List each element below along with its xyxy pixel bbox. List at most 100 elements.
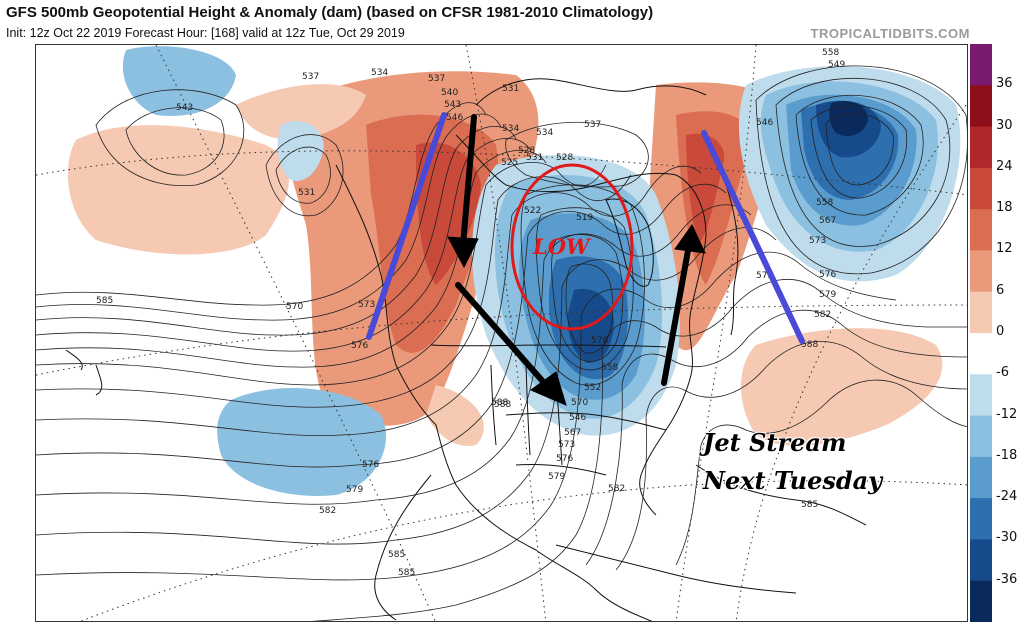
graticule — [36, 45, 967, 621]
colorbar-tick-label: -30 — [996, 530, 1018, 546]
colorbar-tick-label: 6 — [996, 282, 1005, 298]
contour-label: 537 — [302, 72, 319, 82]
contour-label: 579 — [346, 485, 363, 495]
colorbar — [970, 44, 992, 622]
contour-label: 573 — [756, 271, 773, 281]
colorbar-swatch — [970, 44, 992, 86]
contour-label: 537 — [584, 120, 601, 130]
anomaly-map: 537 534 537 540 543 546 531 528 525 522 … — [35, 44, 968, 622]
colorbar-tick-label: -6 — [996, 365, 1009, 381]
map-canvas: 537 534 537 540 543 546 531 528 525 522 … — [36, 45, 967, 621]
colorbar-tick-label: 0 — [996, 324, 1005, 339]
arrow-head-up — [674, 224, 706, 254]
contour-label: 567 — [819, 216, 836, 226]
contour-label: 570 — [286, 302, 303, 312]
colorbar-tick-label: -24 — [996, 489, 1018, 505]
contour-label: 525 — [501, 158, 518, 168]
contour-label: 540 — [441, 88, 458, 98]
contour-label: 585 — [96, 296, 113, 306]
contour-label: 579 — [819, 290, 836, 300]
colorbar-swatch — [970, 539, 992, 582]
colorbar-swatch — [970, 126, 992, 169]
colorbar-tick-label: -12 — [996, 406, 1018, 422]
contour-label: 528 — [556, 153, 573, 163]
map-title: GFS 500mb Geopotential Height & Anomaly … — [6, 4, 654, 21]
colorbar-swatch — [970, 580, 992, 622]
contour-label: 531 — [502, 84, 519, 94]
annotations — [366, 112, 805, 406]
contour-label: 582 — [608, 484, 625, 494]
colorbar-tick-label: 36 — [996, 76, 1013, 92]
contour-label: 576 — [556, 454, 573, 464]
height-contours — [36, 65, 967, 621]
contour-label: 573 — [809, 236, 826, 246]
map-subtitle: Init: 12z Oct 22 2019 Forecast Hour: [16… — [6, 26, 405, 40]
colorbar-tick-label: -18 — [996, 447, 1018, 463]
contour-label: 546 — [569, 413, 586, 423]
colorbar-tick-label: -36 — [996, 571, 1018, 587]
contour-label: 576 — [351, 341, 368, 351]
contour-label: 537 — [428, 74, 445, 84]
contour-label: 546 — [446, 113, 463, 123]
contour-label: 579 — [548, 472, 565, 482]
contour-label: 522 — [524, 206, 541, 216]
low-ellipse — [510, 163, 634, 331]
contour-label: 531 — [526, 153, 543, 163]
contour-label: 558 — [816, 198, 833, 208]
contour-label: 534 — [371, 68, 388, 78]
contour-label: 570 — [571, 398, 588, 408]
contour-label: 534 — [536, 128, 553, 138]
contour-label: 576 — [819, 270, 836, 280]
colorbar-swatch — [970, 250, 992, 293]
contour-label: 531 — [298, 188, 315, 198]
site-credit: TROPICALTIDBITS.COM — [810, 26, 970, 41]
contour-label: 558 — [822, 48, 839, 58]
contour-label: 546 — [756, 118, 773, 128]
contour-label: 519 — [576, 213, 593, 223]
jet-stream-line-west — [366, 112, 447, 340]
flow-arrows — [447, 114, 706, 406]
contour-label: 585 — [398, 568, 415, 578]
contour-label: 588 — [801, 340, 818, 350]
contour-labels: 537 534 537 540 543 546 531 528 525 522 … — [96, 48, 845, 578]
colorbar-tick-label: 18 — [996, 200, 1013, 216]
contour-label: 582 — [319, 506, 336, 516]
jet-stream-line-east — [701, 130, 805, 344]
contour-label: 558 — [601, 363, 618, 373]
low-label: LOW — [533, 234, 590, 259]
contour-label: 543 — [176, 103, 193, 113]
colorbar-tick-label: 30 — [996, 117, 1013, 133]
colorbar-swatches — [970, 44, 992, 622]
contour-label: 576 — [362, 460, 379, 470]
arrow-head-down — [447, 236, 479, 269]
caption-line-2: Next Tuesday — [703, 466, 883, 495]
cold-anomaly-areas — [122, 46, 961, 496]
contour-label: 552 — [584, 383, 601, 393]
contour-label: 582 — [814, 310, 831, 320]
contour-label: 570 — [591, 336, 608, 346]
contour-label: 543 — [444, 100, 461, 110]
arrow-head-diag — [529, 371, 567, 406]
contour-label: 588 — [491, 398, 508, 408]
caption-line-1: Jet Stream — [703, 428, 847, 457]
colorbar-swatch — [970, 209, 992, 251]
contour-label: 585 — [801, 500, 818, 510]
colorbar-swatch — [970, 415, 992, 458]
colorbar-swatch — [970, 498, 992, 540]
contour-label: 528 — [518, 146, 535, 156]
contour-label: 588 — [494, 400, 511, 410]
colorbar-swatch — [970, 456, 992, 499]
colorbar-swatch — [970, 167, 992, 210]
colorbar-tick-label: 12 — [996, 241, 1013, 257]
colorbar-swatch — [970, 85, 992, 128]
colorbar-tick-label: 24 — [996, 158, 1013, 174]
contour-label: 534 — [502, 124, 519, 134]
contour-label: 573 — [358, 300, 375, 310]
contour-label: 573 — [558, 440, 575, 450]
contour-label: 585 — [388, 550, 405, 560]
contour-label: 549 — [828, 60, 845, 70]
contour-label: 567 — [564, 428, 581, 438]
colorbar-swatch — [970, 374, 992, 417]
colorbar-swatch — [970, 333, 992, 375]
colorbar-swatch — [970, 291, 992, 334]
